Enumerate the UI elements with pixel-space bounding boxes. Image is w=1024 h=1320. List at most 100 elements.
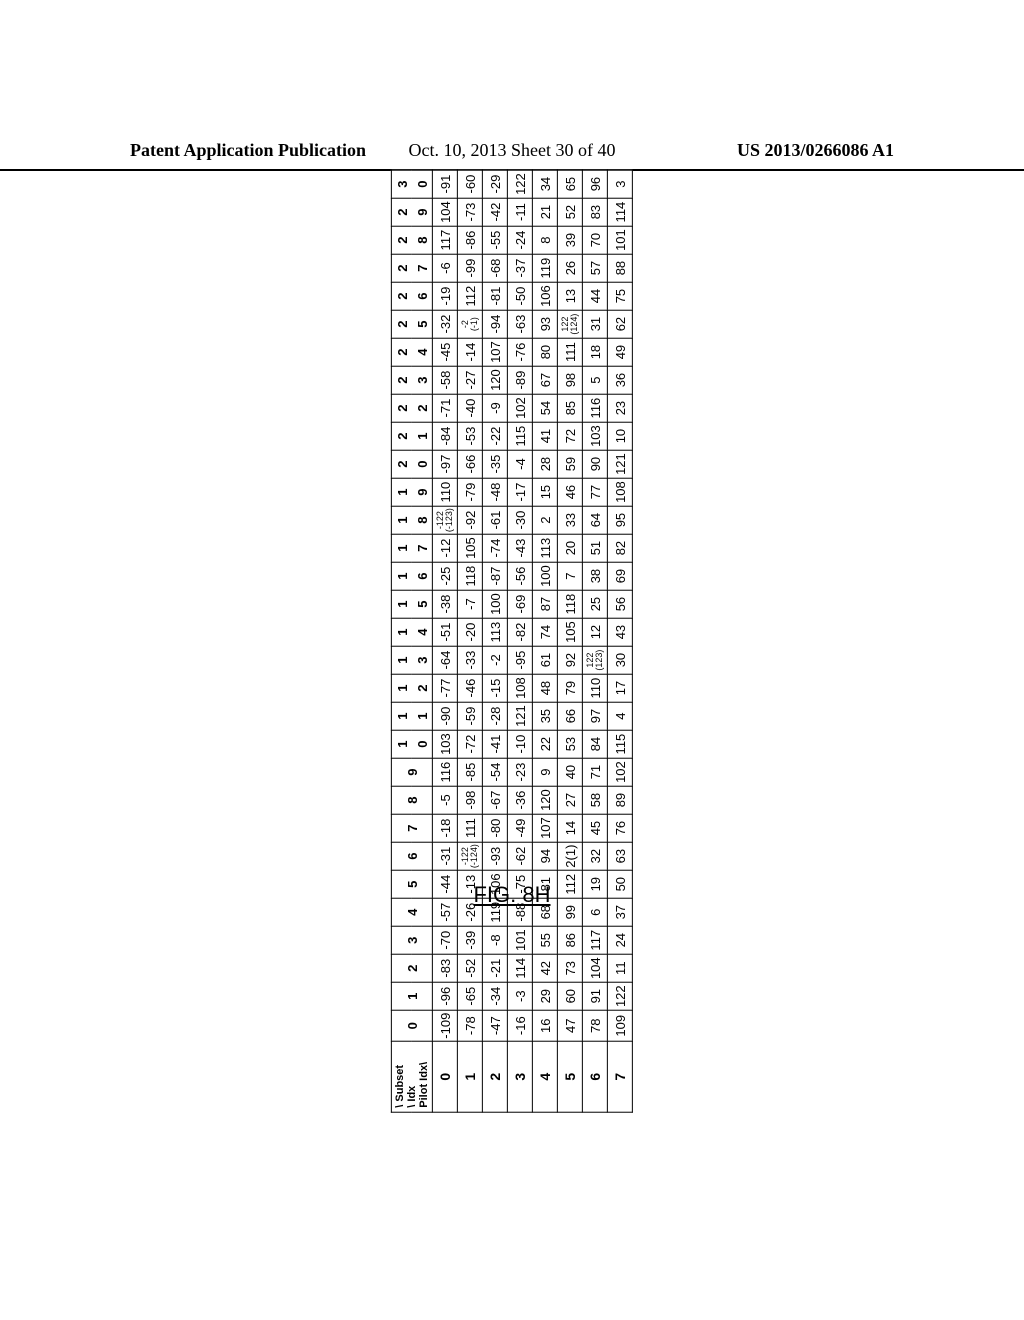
cell: 35 <box>533 702 558 730</box>
cell: 15 <box>533 478 558 506</box>
row-label: 2 <box>483 1041 508 1112</box>
cell: 112 <box>458 282 483 310</box>
cell: 110 <box>583 674 608 702</box>
cell: -48 <box>483 478 508 506</box>
corner-cell: \ Subset \ Idx Pilot Idx\ <box>391 1041 432 1112</box>
cell: -71 <box>433 394 458 422</box>
cell: 99 <box>558 898 583 926</box>
cell: 77 <box>583 478 608 506</box>
cell: 11 <box>608 954 633 982</box>
row-label: 0 <box>433 1041 458 1112</box>
cell: -89 <box>508 366 533 394</box>
cell: -74 <box>483 534 508 562</box>
sheet-label: Oct. 10, 2013 Sheet 30 of 40 <box>409 140 616 161</box>
col-header: 2 <box>391 422 412 450</box>
cell: 88 <box>608 254 633 282</box>
figure-caption: FIG. 8H <box>473 882 550 908</box>
col-header: 2 <box>391 254 412 282</box>
cell: 122 <box>508 170 533 198</box>
cell: 102 <box>508 394 533 422</box>
page-header: Patent Application Publication Oct. 10, … <box>0 140 1024 171</box>
cell: -109 <box>433 1010 458 1041</box>
cell: -122(-124) <box>458 842 483 870</box>
col-header: 5 <box>412 310 433 338</box>
cell: 110 <box>433 478 458 506</box>
cell: -77 <box>433 674 458 702</box>
cell: 120 <box>533 786 558 814</box>
cell: -25 <box>433 562 458 590</box>
cell: -96 <box>433 982 458 1010</box>
col-header: 2 <box>391 310 412 338</box>
col-header: 6 <box>391 842 432 870</box>
col-header: 8 <box>412 506 433 534</box>
col-header: 2 <box>412 394 433 422</box>
cell: 14 <box>558 814 583 842</box>
cell: 117 <box>433 226 458 254</box>
cell: 105 <box>458 534 483 562</box>
col-header: 6 <box>412 562 433 590</box>
pub-number: US 2013/0266086 A1 <box>737 140 894 161</box>
cell: 26 <box>558 254 583 282</box>
cell: 98 <box>558 366 583 394</box>
cell: 66 <box>558 702 583 730</box>
cell: -90 <box>433 702 458 730</box>
table-body: 0-109-96-83-70-57-44-31-18-5116103-90-77… <box>433 170 633 1112</box>
col-header: 2 <box>391 450 412 478</box>
cell: 17 <box>608 674 633 702</box>
cell: 108 <box>508 674 533 702</box>
cell: 2(1) <box>558 842 583 870</box>
col-header: 0 <box>412 730 433 758</box>
cell: -78 <box>458 1010 483 1041</box>
cell: -92 <box>458 506 483 534</box>
row-label: 5 <box>558 1041 583 1112</box>
cell: 63 <box>608 842 633 870</box>
cell: 117 <box>583 926 608 954</box>
col-header: 1 <box>391 646 412 674</box>
cell: 122 <box>608 982 633 1010</box>
cell: 118 <box>558 590 583 618</box>
cell: -4 <box>508 450 533 478</box>
cell: -12 <box>433 534 458 562</box>
cell: 70 <box>583 226 608 254</box>
cell: 57 <box>583 254 608 282</box>
cell: 72 <box>558 422 583 450</box>
cell: -76 <box>508 338 533 366</box>
cell: 101 <box>608 226 633 254</box>
cell: 4 <box>608 702 633 730</box>
col-header: 2 <box>391 954 432 982</box>
col-header: 7 <box>391 814 432 842</box>
cell: 61 <box>533 646 558 674</box>
cell: 118 <box>458 562 483 590</box>
cell: 83 <box>583 198 608 226</box>
cell: 56 <box>608 590 633 618</box>
cell: -10 <box>508 730 533 758</box>
cell: -23 <box>508 758 533 786</box>
cell: 122(124) <box>558 310 583 338</box>
cell: 45 <box>583 814 608 842</box>
cell: 46 <box>558 478 583 506</box>
cell: -33 <box>458 646 483 674</box>
cell: 41 <box>533 422 558 450</box>
cell: -19 <box>433 282 458 310</box>
cell: 121 <box>608 450 633 478</box>
cell: 107 <box>533 814 558 842</box>
col-header: 1 <box>391 702 412 730</box>
table-row: 547607386991122(1)1427405366799210511872… <box>558 170 583 1112</box>
cell: -82 <box>508 618 533 646</box>
cell: 19 <box>583 870 608 898</box>
cell: -37 <box>508 254 533 282</box>
cell: 27 <box>558 786 583 814</box>
cell: -5 <box>433 786 458 814</box>
figure-area: \ Subset \ Idx Pilot Idx\ 01234567891111… <box>391 170 633 1113</box>
cell: 54 <box>533 394 558 422</box>
cell: 79 <box>558 674 583 702</box>
cell: 105 <box>558 618 583 646</box>
cell: 116 <box>433 758 458 786</box>
cell: 92 <box>558 646 583 674</box>
figure-label: FIG. 8H <box>473 882 550 907</box>
cell: -70 <box>433 926 458 954</box>
cell: -62 <box>508 842 533 870</box>
cell: 85 <box>558 394 583 422</box>
col-header: 1 <box>391 534 412 562</box>
cell: 71 <box>583 758 608 786</box>
